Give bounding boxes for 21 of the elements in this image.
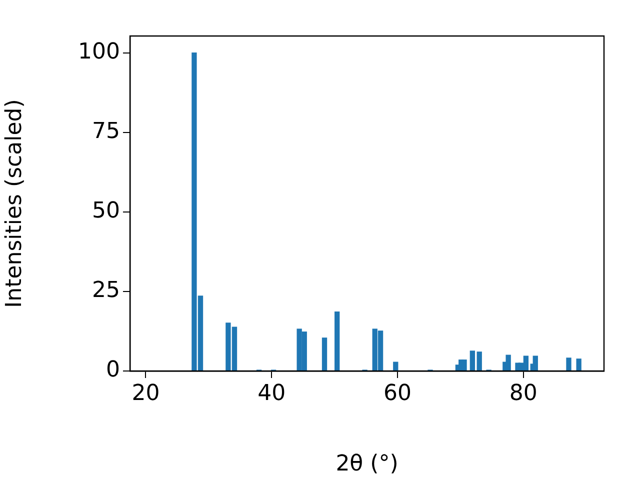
y-tick-label: 100 <box>78 40 120 65</box>
bar <box>334 311 340 371</box>
bar <box>506 354 511 371</box>
bar <box>476 352 482 371</box>
x-tick-label: 80 <box>509 380 538 406</box>
bar <box>576 358 582 371</box>
y-tick-label: 50 <box>92 198 120 224</box>
y-tick-label: 0 <box>106 358 120 383</box>
y-tick-label: 25 <box>92 278 120 304</box>
bar <box>566 358 572 371</box>
bar <box>393 362 398 371</box>
x-tick-label: 40 <box>258 380 286 406</box>
x-tick-label: 60 <box>384 380 412 406</box>
bar <box>470 350 476 371</box>
x-tick-label: 20 <box>132 380 160 406</box>
bar <box>322 338 328 371</box>
bar <box>462 360 467 371</box>
bar <box>532 356 538 371</box>
x-axis-title: 2θ (°) <box>336 452 398 477</box>
y-axis-title: Intensities (scaled) <box>2 99 27 308</box>
y-tick-label: 75 <box>92 119 120 144</box>
